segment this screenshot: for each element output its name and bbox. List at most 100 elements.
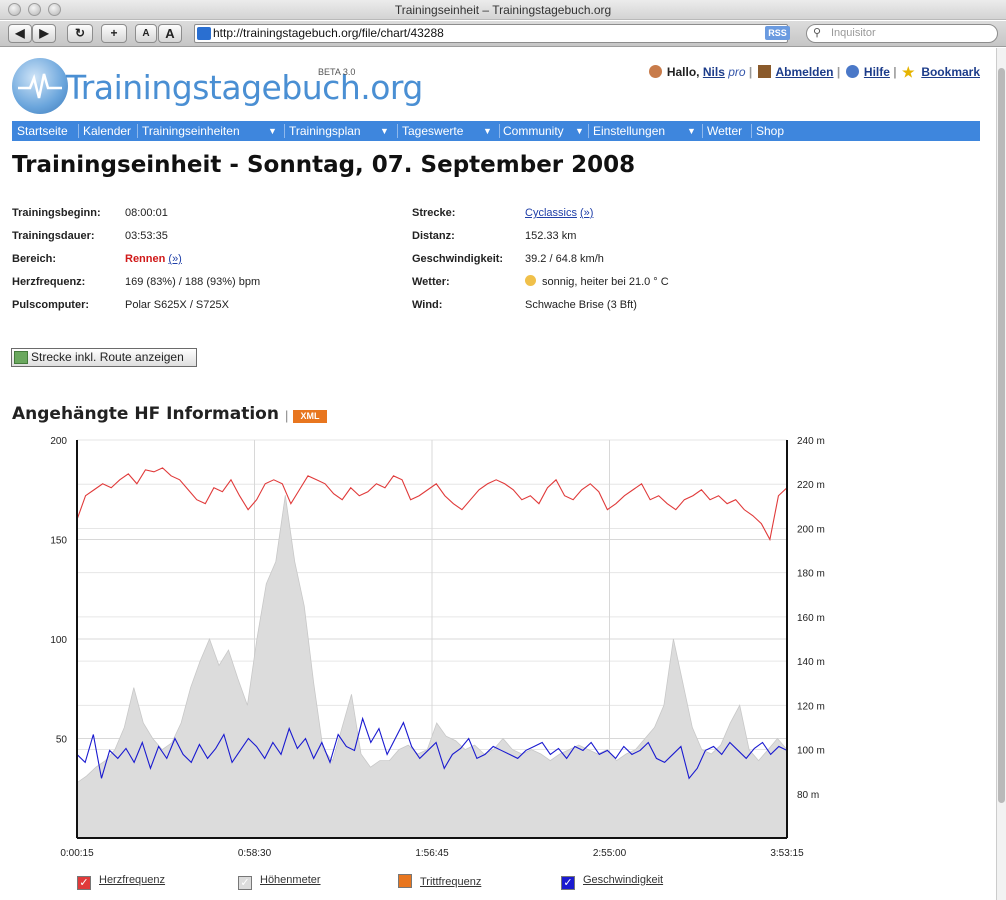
info-row: Herzfrequenz: 169 (83%) / 188 (93%) bpm (12, 276, 261, 288)
scrollbar-thumb[interactable] (998, 68, 1005, 803)
help-icon (845, 65, 859, 78)
help-link[interactable]: Hilfe (863, 65, 890, 79)
info-row: Bereich: Rennen (») (12, 253, 182, 265)
show-route-button[interactable]: Strecke inkl. Route anzeigen (11, 348, 197, 367)
y-right-tick-label: 140 m (797, 657, 825, 668)
info-row: Wind: Schwache Brise (3 Bft) (412, 299, 637, 311)
info-row: Distanz: 152.33 km (412, 230, 577, 242)
chart-ticks: 50 100 150 200 80 m 100 m 120 m 140 m 160 m 180 m… (50, 436, 824, 859)
address-bar[interactable]: http://trainingstagebuch.org/file/chart/… (194, 24, 788, 43)
nav-tageswerte[interactable]: Tageswerte (402, 124, 464, 138)
y-right-tick-label: 180 m (797, 569, 825, 580)
nav-trainingseinheiten[interactable]: Trainingseinheiten (142, 124, 240, 138)
page-scrollbar[interactable] (996, 48, 1006, 900)
user-links: Hallo, Nils pro | Abmelden | Hilfe | ★ B… (647, 64, 980, 80)
info-right: Strecke: Cyclassics (») Distanz: 152.33 km… (412, 202, 669, 317)
star-icon: ★ (901, 64, 915, 80)
legend-item-geschwindigkeit[interactable]: ✓ Geschwindigkeit (561, 874, 663, 890)
chevron-down-icon[interactable]: ▼ (268, 126, 277, 136)
y-right-tick-label: 100 m (797, 746, 825, 757)
chevron-down-icon[interactable]: ▼ (380, 126, 389, 136)
info-row: Strecke: Cyclassics (») (412, 207, 594, 219)
nav-shop[interactable]: Shop (756, 124, 785, 138)
speed-series (76, 716, 788, 780)
main-navigation: Startseite Kalender Trainingseinheiten ▼… (12, 121, 980, 141)
add-bookmark-button[interactable]: + (101, 24, 127, 43)
y-left-tick-label: 100 (50, 635, 67, 646)
x-tick-label: 3:53:15 (770, 848, 804, 859)
category-link[interactable]: (») (168, 253, 182, 265)
address-text: http://trainingstagebuch.org/file/chart/… (213, 26, 444, 40)
search-icon: ⚲ (813, 27, 822, 39)
heartbeat-icon (18, 73, 62, 99)
nav-community[interactable]: Community (503, 124, 564, 138)
bookmark-link[interactable]: Bookmark (921, 65, 980, 79)
browser-toolbar: ◀ ▶ ↻ + A A http://trainingstagebuch.org… (0, 21, 1006, 47)
user-name-link[interactable]: Nils (702, 65, 725, 79)
checkbox-checked-icon[interactable]: ✓ (238, 876, 252, 890)
y-right-tick-label: 120 m (797, 701, 825, 712)
nav-einstellungen[interactable]: Einstellungen (593, 124, 666, 138)
hf-chart: 50 100 150 200 80 m 100 m 120 m 140 m 160 m 180 m… (50, 436, 824, 859)
elevation-series (76, 495, 788, 839)
text-smaller-button[interactable]: A (135, 24, 157, 43)
chart-axes (76, 440, 788, 839)
chevron-down-icon[interactable]: ▼ (687, 126, 696, 136)
logout-icon (757, 65, 771, 78)
chevron-down-icon[interactable]: ▼ (575, 126, 584, 136)
search-input[interactable]: ⚲ Inquisitor (806, 24, 998, 43)
text-bigger-button[interactable]: A (158, 24, 182, 43)
y-left-tick-label: 150 (50, 536, 67, 547)
info-row: Trainingsbeginn: 08:00:01 (12, 207, 168, 219)
y-left-tick-label: 50 (56, 735, 68, 746)
y-right-tick-label: 160 m (797, 613, 825, 624)
logo-text[interactable]: Trainingstagebuch.org (66, 68, 423, 107)
speed-line (76, 716, 788, 780)
search-placeholder: Inquisitor (831, 27, 876, 39)
sun-icon (525, 275, 536, 286)
minimize-window-icon[interactable] (28, 3, 41, 16)
x-tick-label: 0:00:15 (60, 848, 94, 859)
checkbox-unchecked-icon[interactable] (398, 874, 412, 888)
back-button[interactable]: ◀ (8, 24, 32, 43)
info-row: Trainingsdauer: 03:53:35 (12, 230, 168, 242)
chevron-down-icon[interactable]: ▼ (483, 126, 492, 136)
map-icon (14, 351, 28, 364)
legend-item-herzfrequenz[interactable]: ✓ Herzfrequenz (77, 874, 165, 890)
xml-badge[interactable]: XML (293, 410, 327, 423)
route-link[interactable]: Cyclassics (525, 207, 577, 219)
x-tick-label: 0:58:30 (238, 848, 272, 859)
checkbox-checked-icon[interactable]: ✓ (561, 876, 575, 890)
heart-rate-series (76, 467, 788, 542)
route-more-link[interactable]: (») (580, 207, 594, 219)
rss-button[interactable]: RSS (765, 26, 790, 40)
y-right-tick-label: 200 m (797, 524, 825, 535)
legend-item-trittfrequenz[interactable]: Trittfrequenz (398, 874, 481, 888)
nav-startseite[interactable]: Startseite (17, 124, 68, 138)
legend-item-hoehenmeter[interactable]: ✓ Höhenmeter (238, 874, 321, 890)
y-right-tick-label: 220 m (797, 480, 825, 491)
elevation-area (76, 495, 788, 839)
info-row: Pulscomputer: Polar S625X / S725X (12, 299, 229, 311)
window-title: Trainingseinheit – Trainingstagebuch.org (394, 3, 612, 17)
y-left-tick-label: 200 (50, 436, 67, 447)
site-favicon-icon (197, 27, 211, 40)
info-left: Trainingsbeginn: 08:00:01 Trainingsdauer:… (12, 202, 260, 317)
close-window-icon[interactable] (8, 3, 21, 16)
beta-badge: BETA 3.0 (318, 67, 356, 77)
info-row: Wetter: sonnig, heiter bei 21.0 ° C (412, 275, 669, 288)
reload-button[interactable]: ↻ (67, 24, 93, 43)
checkbox-checked-icon[interactable]: ✓ (77, 876, 91, 890)
greeting: Hallo, (666, 65, 700, 79)
nav-wetter[interactable]: Wetter (707, 124, 743, 138)
logo-icon[interactable] (12, 58, 68, 114)
y-right-tick-label: 80 m (797, 790, 819, 801)
forward-button[interactable]: ▶ (32, 24, 56, 43)
y-right-tick-label: 240 m (797, 436, 825, 447)
logout-link[interactable]: Abmelden (775, 65, 834, 79)
nav-trainingsplan[interactable]: Trainingsplan (289, 124, 361, 138)
x-tick-label: 2:55:00 (593, 848, 627, 859)
heart-rate-line (76, 467, 788, 542)
nav-kalender[interactable]: Kalender (83, 124, 132, 138)
zoom-window-icon[interactable] (48, 3, 61, 16)
